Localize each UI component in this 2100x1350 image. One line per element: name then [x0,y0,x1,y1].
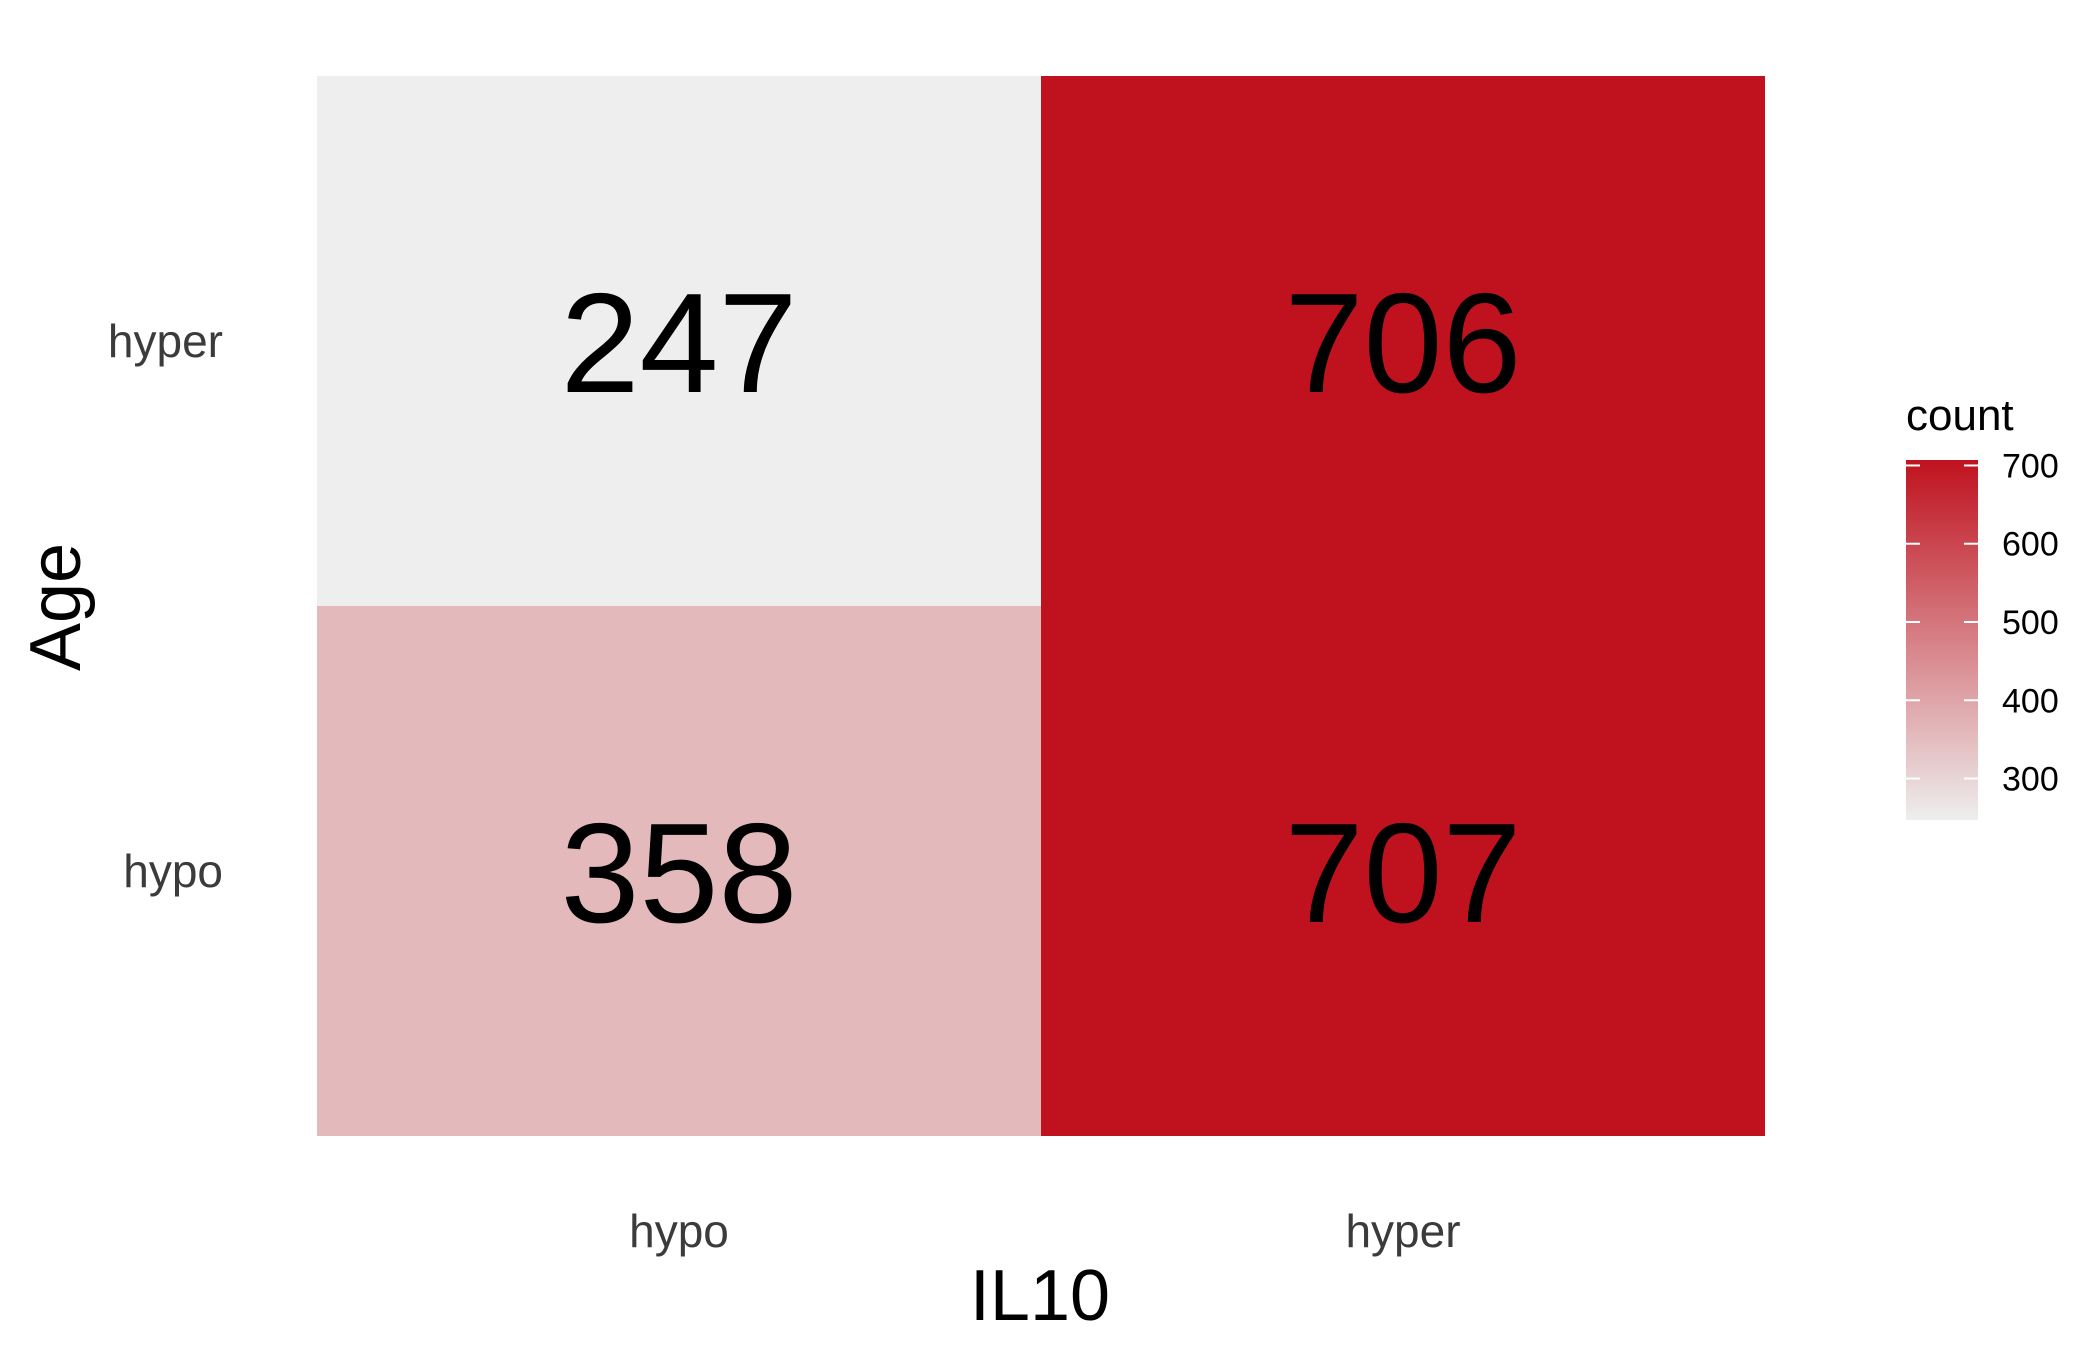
y-axis-tick-labels: hypo hyper [108,315,223,897]
heatmap-cell-hyper-hyper [1041,76,1765,606]
legend-title: count [1906,391,2014,440]
heatmap-cells [317,76,1765,1136]
cell-value-label: 707 [1285,794,1522,953]
x-tick-label: hypo [629,1205,729,1257]
cell-value-label: 706 [1285,264,1522,423]
legend-ticks: 300 400 500 600 700 [1906,447,2059,799]
heatmap-cell-labels: 247 706 358 707 [561,264,1522,953]
cell-value-label: 358 [561,794,798,953]
y-tick-label: hypo [123,845,223,897]
x-axis-tick-labels: hypo hyper [629,1205,1460,1257]
x-tick-label: hyper [1345,1205,1460,1257]
heatmap-cell-hypo-hypo [317,606,1041,1136]
x-axis-title: IL10 [970,1256,1110,1336]
color-legend: count 300 400 500 600 700 [1906,391,2059,820]
legend-tick-label: 300 [2002,761,2059,799]
y-axis-title: Age [16,543,96,671]
heatmap-cell-hypo-hyper [1041,606,1765,1136]
legend-tick-label: 500 [2002,604,2059,642]
cell-value-label: 247 [561,264,798,423]
heatmap-cell-hyper-hypo [317,76,1041,606]
legend-colorbar [1906,460,1978,820]
legend-tick-label: 400 [2002,682,2059,720]
y-tick-label: hyper [108,315,223,367]
legend-tick-label: 700 [2002,447,2059,485]
legend-tick-label: 600 [2002,526,2059,564]
